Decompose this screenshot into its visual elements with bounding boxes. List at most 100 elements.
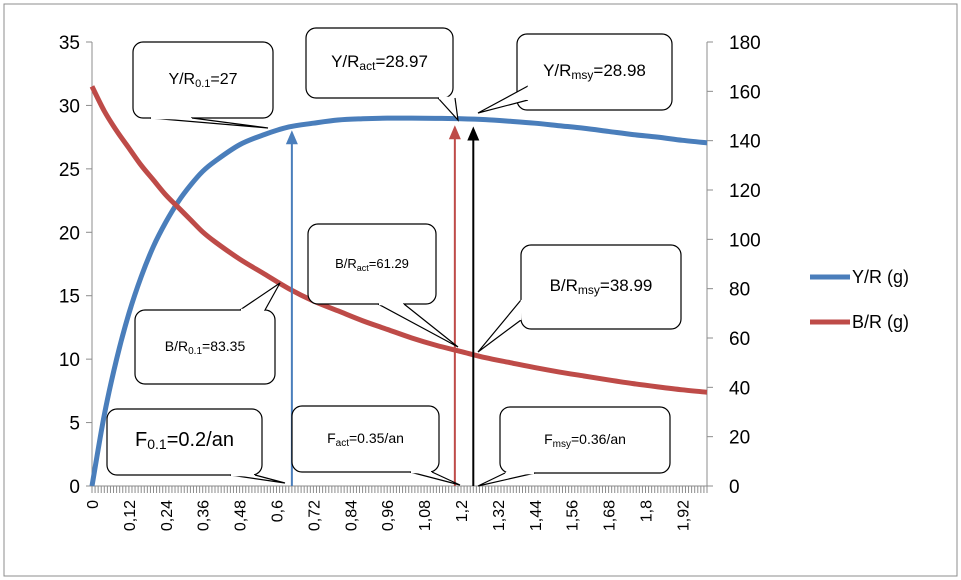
callout-box (106, 408, 263, 476)
x-tick-label: 0,48 (233, 500, 250, 531)
callout-box (499, 406, 671, 474)
callout-yract: Y/Ract=28.97 (305, 27, 459, 122)
y-right-tick-label: 180 (729, 33, 761, 54)
legend: Y/R (g) B/R (g) (810, 267, 909, 332)
callout-sub: msy (571, 68, 593, 82)
callout-text: B/Ract=61.29 (335, 256, 409, 273)
y-right-tick-label: 120 (729, 181, 761, 202)
x-tick-label: 0,72 (306, 500, 323, 531)
legend-label-1: B/R (g) (852, 312, 909, 332)
callout-box (305, 27, 454, 99)
callout-main: F (135, 429, 147, 451)
y-left-tick-label: 25 (59, 160, 80, 181)
marker-arrowhead-0 (285, 130, 298, 145)
y-left-tick-label: 20 (59, 223, 80, 244)
callout-rest: =83.35 (202, 338, 245, 354)
x-tick-label: 1,08 (417, 500, 434, 531)
y-right-tick-label: 20 (729, 428, 750, 449)
x-tick-label: 1,2 (454, 500, 471, 522)
callout-text: Y/Ract=28.97 (331, 52, 428, 73)
callout-text: Y/Rmsy=28.98 (543, 61, 646, 82)
x-tick-label: 1,8 (639, 500, 656, 522)
callout-sub: msy (553, 439, 571, 450)
callout-br01: B/R0.1=83.35 (134, 282, 281, 385)
callout-box (520, 244, 682, 330)
callout-text: B/Rmsy=38.99 (550, 276, 653, 297)
y-left-tick-label: 30 (59, 96, 80, 117)
callout-fmsy: Fmsy=0.36/an (477, 406, 671, 487)
callout-main: Y/R (543, 61, 571, 80)
y-left-tick-label: 10 (59, 350, 80, 371)
x-tick-label: 1,32 (491, 500, 508, 531)
callout-box (291, 405, 440, 473)
callout-box (307, 223, 437, 305)
x-tick-label: 1,92 (675, 500, 692, 531)
callout-sub: act (336, 438, 350, 449)
x-tick-label: 1,44 (528, 500, 545, 531)
callout-pointer (477, 472, 536, 487)
legend-label-0: Y/R (g) (852, 267, 909, 287)
callout-text: F0.1=0.2/an (135, 429, 234, 452)
callout-pointer (477, 85, 529, 114)
callout-text: Fmsy=0.36/an (544, 431, 626, 450)
callout-pointer (477, 299, 522, 353)
y-right-tick-label: 40 (729, 378, 750, 399)
y-axis-right-ticks: 0 20 40 60 80 100 120 140 160 180 (707, 33, 761, 498)
y-right-tick-label: 100 (729, 230, 761, 251)
callout-pointer (409, 471, 461, 486)
callout-box (134, 309, 276, 385)
callout-text: Y/R0.1=27 (168, 71, 237, 90)
callout-sub: msy (578, 283, 600, 297)
x-axis-minor-ticks (91, 486, 708, 493)
x-tick-label: 0,12 (122, 500, 139, 531)
callout-bract: B/Ract=61.29 (307, 223, 459, 348)
y-right-tick-label: 80 (729, 280, 750, 301)
series-line-yr (89, 115, 708, 487)
y-right-tick-label: 140 (729, 132, 761, 153)
y-left-tick-label: 35 (59, 33, 80, 54)
callout-rest: =38.99 (600, 276, 652, 295)
callout-text: Fact=0.35/an (327, 430, 404, 449)
callout-sub: 0.1 (188, 346, 202, 357)
callout-main: Y/R (331, 52, 359, 71)
axes (91, 42, 708, 493)
x-tick-label: 0 (85, 500, 102, 509)
series-group (89, 85, 708, 487)
x-tick-label: 0,36 (196, 500, 213, 531)
callout-pointer-mask (518, 299, 524, 321)
callout-main: B/R (165, 338, 188, 354)
callout-f01: F0.1=0.2/an (106, 408, 286, 484)
callout-sub: act (359, 59, 376, 73)
callouts-group: Y/R0.1=27Y/Ract=28.97 Y/Rmsy=28.98B/Ract=… (106, 27, 682, 487)
x-axis-ticks: 0 0,12 0,24 0,36 0,48 0,6 0,72 0,84 0,96 1,08 1,2 1… (85, 500, 692, 531)
callout-pointer (437, 97, 459, 122)
series-line-br (89, 85, 708, 395)
callout-text: B/R0.1=83.35 (165, 338, 246, 357)
callout-box (516, 33, 673, 111)
x-tick-label: 0,96 (380, 500, 397, 531)
callout-rest: =0.36/an (571, 431, 626, 447)
callout-rest: =0.35/an (349, 430, 404, 446)
x-tick-label: 0,84 (343, 500, 360, 531)
x-tick-label: 0,24 (159, 500, 176, 531)
callout-pointer-mask (525, 85, 531, 101)
y-right-tick-label: 60 (729, 329, 750, 350)
y-left-tick-label: 15 (59, 287, 80, 308)
callout-pointer (377, 303, 459, 348)
callout-pointer (229, 474, 286, 484)
callout-fact: Fact=0.35/an (291, 405, 461, 486)
marker-arrowhead-2 (467, 126, 480, 141)
x-tick-label: 0,6 (270, 500, 287, 522)
callout-sub: 0.1 (195, 78, 210, 90)
callout-rest: =61.29 (369, 256, 409, 271)
callout-main: F (544, 431, 553, 447)
y-left-tick-label: 5 (69, 414, 80, 435)
y-right-tick-label: 160 (729, 82, 761, 103)
callout-pointer (239, 282, 281, 311)
callout-main: Y/R (168, 71, 195, 88)
y-left-tick-label: 0 (69, 477, 80, 498)
callout-sub: 0.1 (147, 436, 167, 452)
x-tick-label: 1,56 (565, 500, 582, 531)
callout-pointer (149, 117, 269, 129)
